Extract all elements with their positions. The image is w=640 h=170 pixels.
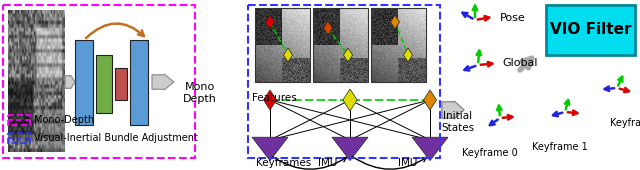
Polygon shape (264, 90, 276, 110)
Polygon shape (344, 48, 353, 62)
Polygon shape (442, 101, 464, 119)
Text: Initial
States: Initial States (442, 111, 475, 133)
Text: IMU: IMU (318, 158, 338, 168)
Polygon shape (284, 48, 292, 62)
Bar (8, 115, 30, 125)
Polygon shape (332, 137, 368, 161)
Bar (115, 68, 127, 100)
Bar (75, 40, 93, 125)
Bar (3, 5, 195, 158)
Polygon shape (152, 74, 174, 90)
Bar (546, 5, 635, 55)
Text: Features: Features (252, 93, 297, 103)
Bar (130, 40, 148, 125)
Bar (96, 55, 112, 113)
Bar (8, 133, 30, 143)
Text: Mono
Depth: Mono Depth (183, 82, 217, 104)
Polygon shape (266, 15, 275, 29)
Bar (255, 8, 310, 82)
Bar (313, 8, 368, 82)
Polygon shape (403, 48, 413, 62)
Polygon shape (424, 90, 436, 110)
Bar (371, 8, 426, 82)
Bar (248, 5, 440, 158)
Text: Pose: Pose (500, 13, 525, 23)
Polygon shape (442, 101, 464, 119)
Text: Visual-Inertial Bundle Adjustment: Visual-Inertial Bundle Adjustment (34, 133, 198, 143)
Text: Global: Global (502, 58, 538, 68)
Polygon shape (323, 21, 333, 35)
Text: VIO Filter: VIO Filter (550, 22, 631, 38)
Text: Mono-Depth: Mono-Depth (34, 115, 94, 125)
Text: Keyframe 0: Keyframe 0 (462, 148, 518, 158)
Polygon shape (252, 137, 288, 161)
Text: Keyframe 1: Keyframe 1 (532, 142, 588, 152)
Text: Keyframes: Keyframes (256, 158, 311, 168)
Text: Keyframe 2: Keyframe 2 (610, 118, 640, 128)
Polygon shape (390, 15, 399, 29)
Polygon shape (343, 89, 357, 111)
Polygon shape (65, 75, 75, 89)
Polygon shape (412, 137, 448, 161)
Text: IMU: IMU (398, 158, 418, 168)
